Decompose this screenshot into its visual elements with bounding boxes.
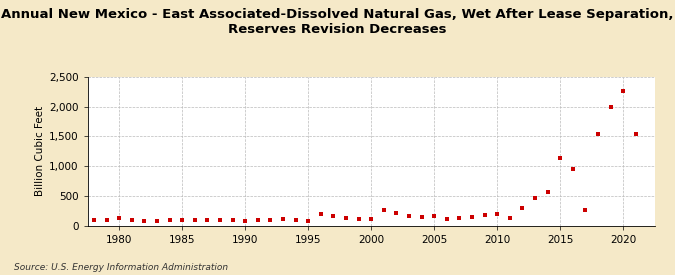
Point <box>391 211 402 215</box>
Point <box>252 218 263 222</box>
Point <box>454 216 465 221</box>
Point <box>517 206 528 210</box>
Point <box>492 212 503 216</box>
Point <box>240 219 250 224</box>
Point <box>341 216 352 220</box>
Point <box>315 212 326 216</box>
Point <box>190 218 200 223</box>
Point <box>555 156 566 161</box>
Y-axis label: Billion Cubic Feet: Billion Cubic Feet <box>35 106 45 196</box>
Point <box>303 219 314 224</box>
Point <box>202 218 213 222</box>
Point <box>177 217 188 222</box>
Point <box>328 214 339 218</box>
Point <box>542 189 553 194</box>
Point <box>504 216 515 220</box>
Point <box>429 214 439 218</box>
Point <box>126 218 137 223</box>
Point <box>593 131 603 136</box>
Point <box>353 216 364 221</box>
Point <box>215 218 225 222</box>
Point <box>366 217 377 221</box>
Point <box>164 217 175 222</box>
Point <box>379 208 389 212</box>
Text: Annual New Mexico - East Associated-Dissolved Natural Gas, Wet After Lease Separ: Annual New Mexico - East Associated-Diss… <box>1 8 674 36</box>
Point <box>630 132 641 136</box>
Point <box>404 214 414 219</box>
Point <box>568 167 578 171</box>
Point <box>441 217 452 221</box>
Point <box>416 215 427 219</box>
Point <box>101 218 112 222</box>
Point <box>114 216 125 221</box>
Text: Source: U.S. Energy Information Administration: Source: U.S. Energy Information Administ… <box>14 263 227 272</box>
Point <box>265 218 276 222</box>
Point <box>152 219 163 223</box>
Point <box>530 196 541 201</box>
Point <box>479 213 490 217</box>
Point <box>580 208 591 212</box>
Point <box>290 218 301 222</box>
Point <box>618 89 628 93</box>
Point <box>139 219 150 223</box>
Point <box>466 215 477 219</box>
Point <box>277 217 288 221</box>
Point <box>227 218 238 223</box>
Point <box>88 217 99 222</box>
Point <box>605 105 616 109</box>
